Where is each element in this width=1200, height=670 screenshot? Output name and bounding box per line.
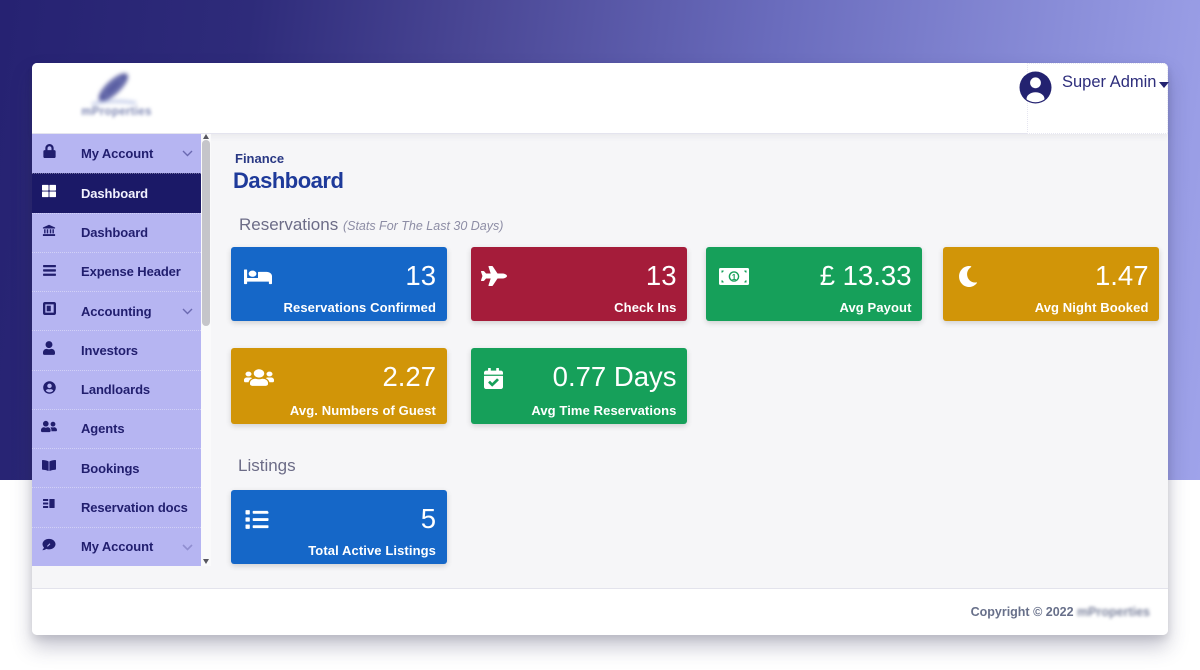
- svg-text:1: 1: [732, 273, 737, 282]
